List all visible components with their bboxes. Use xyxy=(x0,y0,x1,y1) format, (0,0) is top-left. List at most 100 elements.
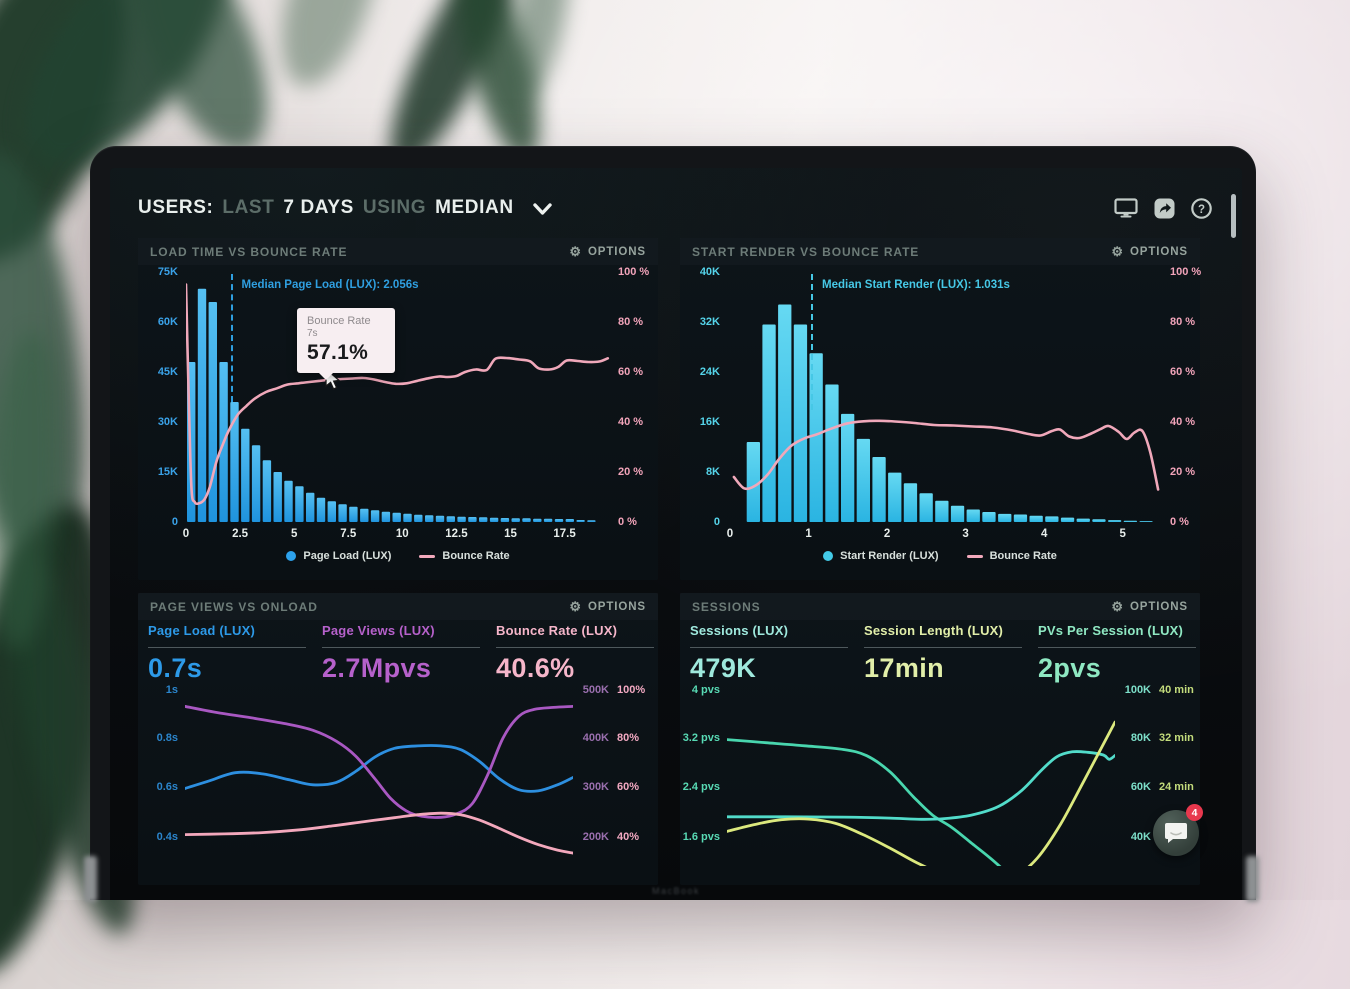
panel-title: SESSIONS xyxy=(692,599,761,614)
y-axis-tick-label: 20 % xyxy=(1170,466,1196,478)
y-axis-tick-label: 300K xyxy=(582,780,609,793)
panel-start-render-vs-bounce-rate: START RENDER VS BOUNCE RATE ⚙ OPTIONS 40K… xyxy=(680,238,1201,580)
median-marker: Median Start Render (LUX): 1.031s xyxy=(811,274,1010,410)
panel-header: SESSIONS ⚙ OPTIONS xyxy=(680,593,1200,620)
tooltip-title: Bounce Rate xyxy=(307,315,371,327)
metrics-row: Page Load (LUX) 0.7s Page Views (LUX) 2.7Mp… xyxy=(138,623,658,683)
legend-label: Bounce Rate xyxy=(989,550,1057,562)
metric-block: PVs Per Session (LUX) 2pvs xyxy=(1038,623,1196,684)
sessions-chart xyxy=(727,720,1115,866)
metrics-row: Sessions (LUX) 479K Session Length (LUX) 17… xyxy=(680,623,1200,683)
x-axis-tick-label: 2 xyxy=(883,528,891,540)
options-button[interactable]: ⚙ OPTIONS xyxy=(569,244,646,259)
metric-block: Sessions (LUX) 479K xyxy=(690,623,848,684)
histogram-plot: Median Page Load (LUX): 2.056s Bounce Ra… xyxy=(186,272,610,522)
y-axis-tick-label: 0 % xyxy=(618,516,637,528)
options-button[interactable]: ⚙ OPTIONS xyxy=(1111,244,1188,259)
legend-label: Page Load (LUX) xyxy=(303,550,392,562)
legend-dot-swatch xyxy=(286,551,297,561)
laptop-edge-left xyxy=(84,856,97,902)
svg-text:?: ? xyxy=(1198,204,1205,216)
panel-header: LOAD TIME VS BOUNCE RATE ⚙ OPTIONS xyxy=(138,238,658,265)
panel-page-views-vs-onload: PAGE VIEWS VS ONLOAD ⚙ OPTIONS Page Load … xyxy=(138,593,658,885)
dashboard-screen: USERS: LAST 7 DAYS USING MEDIAN ? xyxy=(110,168,1242,900)
share-icon[interactable] xyxy=(1154,198,1175,219)
y-axis-tick-label: 0 xyxy=(171,516,178,528)
panel-title: START RENDER VS BOUNCE RATE xyxy=(692,244,920,259)
y-axis-tick-label: 60K xyxy=(157,316,178,328)
legend-item: Start Render (LUX) xyxy=(823,550,939,562)
y-axis-tick-label: 80% xyxy=(617,731,640,744)
x-axis-tick-label: 15 xyxy=(504,528,517,540)
title-segment: LAST xyxy=(222,197,275,218)
scrollbar-thumb[interactable] xyxy=(1231,194,1236,238)
title-segment: USING xyxy=(362,197,427,218)
users-range-dropdown[interactable]: USERS: LAST 7 DAYS USING MEDIAN xyxy=(138,197,552,219)
median-marker: Median Page Load (LUX): 2.056s xyxy=(230,274,419,402)
y-axis-right: 100K 40 min 80K 32 min 60K 24 min 40K xyxy=(1121,684,1201,866)
metric-underline xyxy=(322,647,480,648)
line-plot xyxy=(185,690,573,866)
y-axis-tick-label: 2.4 pvs xyxy=(682,780,720,793)
metric-block: Page Load (LUX) 0.7s xyxy=(148,623,306,684)
plant-leaf xyxy=(262,0,398,98)
x-axis-tick-label: 0 xyxy=(182,528,190,540)
x-axis-tick-label: 3 xyxy=(962,528,969,540)
y-axis-left: 75K 60K 45K 30K 15K 0 xyxy=(146,266,178,528)
y-axis-tick-label: 60 % xyxy=(1170,366,1196,378)
median-label: Median Start Render (LUX): 1.031s xyxy=(822,279,1010,291)
page-views-onload-chart xyxy=(185,705,573,855)
y-axis-tick-label: 100 % xyxy=(1170,266,1202,278)
options-button[interactable]: ⚙ OPTIONS xyxy=(1111,599,1188,614)
y-axis-tick-label: 0.4s xyxy=(156,830,178,843)
y-axis-tick-label: 40K xyxy=(699,266,720,278)
y-axis-tick-label: 24K xyxy=(699,366,720,378)
gear-icon: ⚙ xyxy=(1111,244,1124,259)
y-axis-tick-label: 0.6s xyxy=(156,780,178,793)
panel-load-time-vs-bounce-rate: LOAD TIME VS BOUNCE RATE ⚙ OPTIONS 75K 60K… xyxy=(138,238,658,580)
y-axis-tick-label: 3.2 pvs xyxy=(682,731,720,744)
y-axis-tick-label: 40 % xyxy=(618,416,644,428)
y-axis-tick-label: 75K xyxy=(157,266,178,278)
y-axis-tick-label: 80K xyxy=(1130,731,1151,744)
load-time-histogram xyxy=(186,283,610,522)
legend-line-swatch xyxy=(966,554,983,558)
legend-line-swatch xyxy=(419,554,436,558)
help-icon[interactable]: ? xyxy=(1191,197,1212,219)
panel-header: PAGE VIEWS VS ONLOAD ⚙ OPTIONS xyxy=(138,593,658,620)
y-axis-tick-label: 32 min xyxy=(1159,731,1194,744)
dashboard-header: USERS: LAST 7 DAYS USING MEDIAN ? xyxy=(138,190,1212,226)
y-axis-tick-label: 80 % xyxy=(1170,316,1196,328)
title-segment: MEDIAN xyxy=(435,197,514,218)
y-axis-left: 4 pvs 3.2 pvs 2.4 pvs 1.6 pvs xyxy=(682,684,720,866)
y-axis-right: 100 % 80 % 60 % 40 % 20 % 0 % xyxy=(1170,266,1214,528)
panel-title: PAGE VIEWS VS ONLOAD xyxy=(150,599,318,614)
legend-item: Page Load (LUX) xyxy=(286,550,391,562)
options-button[interactable]: ⚙ OPTIONS xyxy=(569,599,646,614)
y-axis-tick-label: 32K xyxy=(699,316,720,328)
x-axis: 0 2.5 5 7.5 10 12.5 15 17.5 xyxy=(182,528,610,542)
metric-label: PVs Per Session (LUX) xyxy=(1038,623,1184,638)
panel-sessions: SESSIONS ⚙ OPTIONS Sessions (LUX) 479K Sess… xyxy=(680,593,1200,885)
metric-label: Bounce Rate (LUX) xyxy=(496,623,618,638)
y-axis-tick-label: 40 min xyxy=(1159,684,1194,696)
x-axis-tick-label: 7.5 xyxy=(340,528,357,540)
metric-value: 2pvs xyxy=(1038,653,1102,683)
laptop: USERS: LAST 7 DAYS USING MEDIAN ? xyxy=(90,146,1256,900)
x-axis-tick-label: 17.5 xyxy=(553,528,576,540)
y-axis-left: 40K 32K 24K 16K 8K 0 xyxy=(688,266,720,528)
metric-value: 2.7Mpvs xyxy=(322,653,432,683)
metric-value: 0.7s xyxy=(148,653,203,683)
metric-block: Session Length (LUX) 17min xyxy=(864,623,1022,684)
gear-icon: ⚙ xyxy=(569,244,582,259)
chart-legend: Start Render (LUX) Bounce Rate xyxy=(680,550,1200,562)
dashboard-title: USERS: LAST 7 DAYS USING MEDIAN xyxy=(138,197,523,219)
y-axis-tick-label: 20 % xyxy=(618,466,644,478)
chat-launcher[interactable]: 4 xyxy=(1153,804,1203,856)
y-axis-tick-label: 200K xyxy=(582,830,609,843)
header-toolbar: ? xyxy=(1114,197,1212,219)
panel-title: LOAD TIME VS BOUNCE RATE xyxy=(150,244,348,259)
display-icon[interactable] xyxy=(1114,198,1138,218)
chevron-down-icon xyxy=(532,203,552,216)
